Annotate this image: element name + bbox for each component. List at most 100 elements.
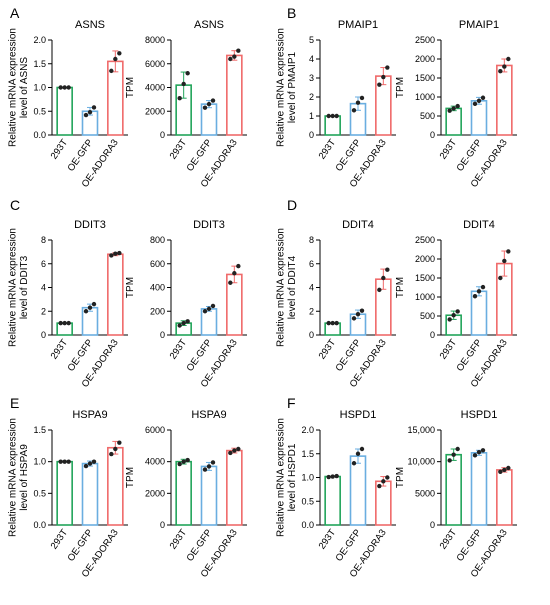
chart-3-ytick-label: 2500 [415, 35, 435, 45]
chart-6-point [326, 320, 331, 326]
chart-1-ytick-label: 6000 [145, 59, 165, 69]
chart-1-ylabel: TPM [125, 77, 136, 98]
chart-2-xtick-label: 293T [317, 137, 339, 161]
chart-1: ASNS02000400060008000TPM293TOE-GFPOE-ADO… [125, 19, 247, 190]
chart-4-xtick-label: 293T [49, 337, 71, 361]
chart-3-point [506, 56, 511, 62]
chart-3-xtick-label: 293T [438, 137, 460, 161]
chart-1-point [210, 98, 216, 103]
chart-0-panel-letter: A [10, 5, 20, 21]
chart-8-xtick-label: 293T [49, 527, 71, 551]
chart-8-bar-293t [56, 460, 73, 526]
chart-5-ylabel: TPM [125, 277, 136, 298]
chart-4-point [62, 320, 67, 326]
chart-11-point [451, 452, 456, 457]
chart-3-point [455, 103, 460, 109]
chart-8-bar-oe-adora3 [107, 446, 124, 526]
chart-8-ytick-label: 1.5 [33, 425, 46, 435]
chart-5-ytick-label: 600 [150, 259, 165, 269]
chart-0-title: ASNS [75, 19, 105, 31]
chart-8-panel-letter: E [10, 395, 19, 411]
chart-0-bar-293t [56, 86, 73, 136]
chart-3-point [472, 101, 478, 107]
chart-0-point [83, 112, 89, 118]
chart-11-bar-oe-gfp [470, 451, 488, 526]
chart-5-point [177, 323, 182, 328]
chart-10-point [385, 475, 390, 480]
chart-0-ytick-label: 2.0 [33, 35, 46, 45]
chart-1-bar-oe-adora3 [226, 54, 243, 136]
chart-6-point [381, 275, 386, 281]
chart-5-xtick-label: 293T [168, 337, 190, 361]
chart-3-point [447, 108, 452, 113]
chart-7-xtick-label: 293T [438, 337, 460, 361]
chart-0-ytick-label: 1.0 [33, 83, 46, 93]
chart-1-title: ASNS [194, 19, 224, 31]
chart-10-bar-oe-gfp [349, 455, 367, 526]
chart-11-point [506, 465, 511, 471]
chart-9-point [210, 460, 216, 465]
chart-0-point [58, 85, 63, 90]
chart-5-ytick-label: 800 [150, 235, 165, 245]
chart-11-ytick-label: 5000 [415, 488, 435, 498]
chart-8-point [113, 446, 118, 452]
chart-3-point [498, 68, 503, 74]
chart-9-ytick-label: 0 [160, 520, 165, 530]
chart-7-point [447, 317, 452, 322]
chart-6-point [330, 320, 335, 326]
chart-8-title: HSPA9 [72, 409, 107, 421]
chart-10-ylabel-line1: Relative mRNA expression [276, 418, 287, 537]
chart-2: B PMAIP1 0 1 2 3 4 5 Relative mRNA expressionlev… [276, 5, 396, 190]
chart-11-ytick-label: 10,000 [407, 457, 435, 467]
chart-0-point [87, 110, 93, 115]
chart-4-point [91, 301, 97, 307]
chart-7-ytick-label: 1500 [415, 273, 435, 283]
chart-2-point [385, 65, 390, 70]
chart-0-ytick-label: 0.0 [33, 130, 46, 140]
chart-3-point [451, 106, 456, 111]
chart-8-ylabel: Relative mRNA expressionlevel of HSPA9 [8, 418, 31, 537]
chart-2-ytick-label: 2 [309, 92, 314, 102]
chart-2-point [330, 113, 335, 119]
chart-8-point [87, 461, 93, 466]
chart-11-bar-oe-adora3 [496, 469, 513, 526]
chart-10-bar-293t [324, 475, 341, 526]
chart-10-point [330, 474, 335, 479]
chart-7-ylabel: TPM [395, 277, 406, 298]
chart-0-ylabel: Relative mRNA expressionlevel of ASNS [8, 28, 31, 147]
chart-8-point [66, 459, 71, 464]
chart-6-ylabel-line1: Relative mRNA expression [276, 228, 287, 347]
chart-5-point [210, 303, 216, 309]
chart-4-ylabel-line1: Relative mRNA expression [8, 228, 19, 347]
chart-4-point [117, 250, 122, 256]
chart-1-point [236, 48, 241, 53]
chart-2-point [334, 113, 339, 119]
chart-11-point [480, 448, 486, 453]
chart-6-panel-letter: D [287, 197, 297, 213]
chart-1-point [177, 95, 182, 101]
chart-0-xtick-label: 293T [49, 137, 71, 161]
chart-6-point [351, 316, 357, 321]
chart-6-ytick-label: 4 [309, 283, 314, 293]
chart-0-point [62, 85, 67, 90]
chart-1-ytick-label: 4000 [145, 83, 165, 93]
chart-0-point [66, 85, 71, 90]
chart-10-point [334, 473, 339, 479]
chart-2-title: PMAIP1 [338, 19, 378, 31]
chart-6-point [385, 267, 390, 272]
chart-2-point [355, 100, 361, 105]
chart-6-point [377, 287, 382, 293]
chart-9-ytick-label: 2000 [145, 488, 165, 498]
chart-7-point [506, 249, 511, 254]
chart-11: HSPD10500010,00015,000TPM293TOE-GFPOE-AD… [395, 409, 517, 580]
chart-8-ytick-label: 1.0 [33, 457, 46, 467]
chart-11-ytick-label: 15,000 [407, 425, 435, 435]
chart-9-point [206, 464, 212, 469]
chart-10-ytick-label: 1.5 [301, 449, 314, 459]
chart-8-ytick-label: 0.0 [33, 520, 46, 530]
chart-4: C DDIT3 0 2 4 6 8 Relative mRNA expressionlevel… [8, 197, 128, 390]
chart-7: DDIT405001000150020002500TPM293TOE-GFPOE… [395, 219, 517, 390]
